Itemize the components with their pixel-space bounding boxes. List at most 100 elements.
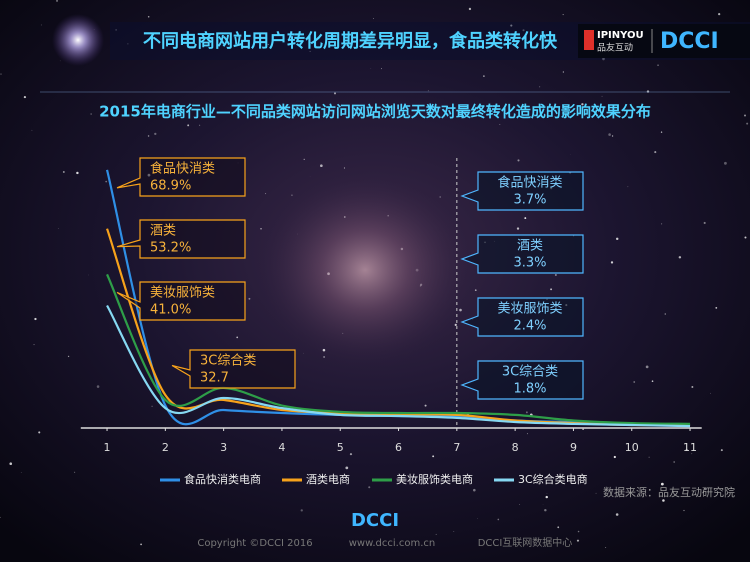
- callout-name: 3C综合类: [502, 365, 558, 380]
- star: [40, 24, 42, 26]
- star: [516, 227, 520, 230]
- x-tick-label: 6: [395, 441, 402, 454]
- star: [648, 456, 650, 458]
- star: [33, 344, 35, 346]
- callout-name: 酒类: [150, 224, 176, 239]
- star: [613, 455, 616, 459]
- logo-dcci: DCCI: [660, 29, 719, 54]
- star: [715, 306, 718, 309]
- footer-url: www.dcci.com.cn: [349, 538, 435, 549]
- star: [435, 533, 437, 536]
- star: [744, 114, 746, 117]
- star: [544, 508, 547, 512]
- callout-value: 53.2%: [150, 241, 191, 256]
- callout-box: [116, 157, 246, 197]
- callout-value: 3.7%: [513, 193, 546, 208]
- star: [57, 228, 59, 230]
- star: [105, 180, 107, 183]
- logo-ipinyou: IPINYOU: [597, 30, 644, 41]
- star: [67, 355, 70, 358]
- header-star: [52, 14, 104, 66]
- star: [577, 530, 580, 533]
- star: [550, 288, 553, 291]
- star: [678, 256, 682, 259]
- callout-name: 美妆服饰类: [497, 302, 562, 317]
- star: [453, 531, 455, 532]
- star: [562, 14, 564, 16]
- star: [56, 0, 58, 2]
- x-tick-label: 11: [683, 441, 697, 454]
- star: [610, 261, 614, 264]
- star: [424, 404, 427, 407]
- callout-value: 32.7: [200, 371, 229, 386]
- x-tick-label: 8: [512, 441, 519, 454]
- star: [704, 487, 707, 491]
- star: [373, 18, 374, 19]
- x-tick-label: 7: [453, 441, 460, 454]
- star: [0, 516, 1, 519]
- star: [474, 289, 477, 291]
- star: [154, 132, 157, 136]
- header-title: 不同电商网站用户转化周期差异明显，食品类转化快: [143, 30, 558, 52]
- star: [473, 488, 476, 492]
- star: [683, 509, 685, 512]
- star: [147, 15, 150, 18]
- callout-name: 食品快消类: [497, 175, 562, 191]
- star: [615, 237, 619, 241]
- callout-box: [460, 360, 584, 400]
- star: [691, 385, 694, 388]
- star: [76, 171, 79, 175]
- star: [370, 68, 372, 69]
- star: [31, 129, 33, 131]
- star: [236, 336, 239, 339]
- star: [645, 365, 649, 369]
- star: [381, 68, 382, 70]
- star: [554, 273, 557, 277]
- footer-copyright: Copyright ©DCCI 2016: [197, 538, 312, 549]
- logo-icon: [584, 30, 594, 50]
- star: [349, 453, 353, 456]
- star: [546, 493, 548, 494]
- star: [605, 547, 607, 548]
- star: [673, 461, 675, 463]
- star: [23, 95, 27, 99]
- legend-label: 美妆服饰类电商: [396, 472, 473, 486]
- star: [703, 221, 706, 225]
- star: [651, 380, 654, 382]
- star: [20, 472, 22, 473]
- star: [539, 86, 541, 88]
- x-tick-label: 9: [570, 441, 577, 454]
- star: [744, 236, 747, 239]
- star: [601, 95, 603, 97]
- star: [608, 133, 611, 136]
- star: [519, 504, 521, 505]
- line: [106, 273, 691, 425]
- star: [633, 381, 636, 383]
- star: [187, 124, 190, 127]
- star: [96, 385, 100, 388]
- callout-box: [460, 297, 584, 337]
- star: [265, 193, 267, 195]
- callout-box: [116, 281, 246, 321]
- star: [468, 7, 472, 11]
- footer-logo: DCCI: [351, 510, 399, 531]
- star: [660, 131, 663, 133]
- star: [526, 433, 529, 435]
- x-tick-label: 2: [162, 441, 169, 454]
- star: [74, 471, 76, 473]
- callout-value: 2.4%: [513, 319, 546, 334]
- callout-name: 3C综合类: [200, 354, 256, 369]
- legend-label: 3C综合类电商: [518, 472, 588, 486]
- star: [140, 543, 142, 546]
- star: [303, 352, 304, 354]
- logo-area: [578, 24, 750, 58]
- callout-box: [460, 234, 584, 274]
- star: [718, 13, 721, 16]
- legend-label: 食品快消类电商: [184, 472, 261, 486]
- star: [576, 539, 580, 542]
- star: [746, 122, 749, 125]
- star: [562, 71, 564, 73]
- x-tick-label: 5: [337, 441, 344, 454]
- star: [611, 135, 614, 137]
- callout-name: 美妆服饰类: [150, 286, 215, 301]
